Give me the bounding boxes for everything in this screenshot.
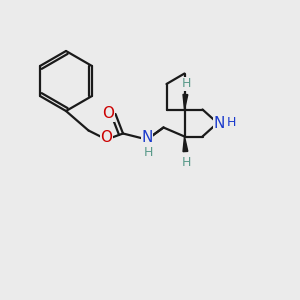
Text: N: N bbox=[213, 116, 225, 130]
Polygon shape bbox=[183, 94, 188, 110]
Text: N: N bbox=[141, 130, 153, 146]
Text: H: H bbox=[144, 146, 153, 160]
Text: H: H bbox=[182, 77, 192, 91]
Text: H: H bbox=[182, 155, 192, 169]
Text: O: O bbox=[102, 106, 114, 122]
Text: O: O bbox=[100, 130, 112, 145]
Text: H: H bbox=[227, 116, 237, 130]
Polygon shape bbox=[183, 136, 188, 152]
